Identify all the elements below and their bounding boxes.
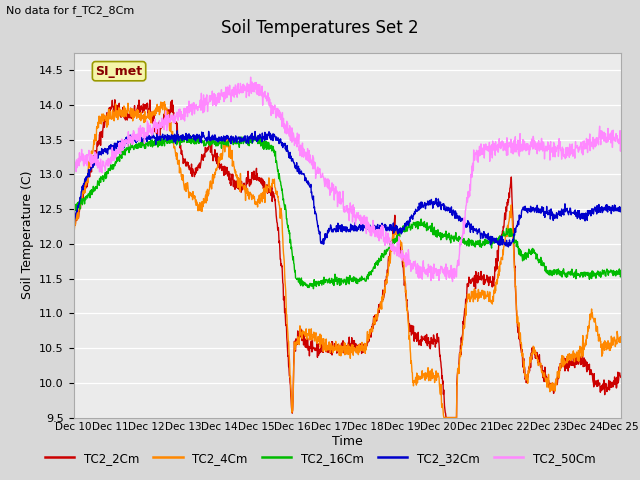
TC2_4Cm <box>323 346 331 352</box>
TC2_2Cm <box>323 346 331 352</box>
TC2_50Cm <box>134 137 142 143</box>
TC2_2Cm <box>442 415 450 420</box>
TC2_4Cm <box>617 336 625 341</box>
TC2_50Cm <box>314 165 321 171</box>
TC2_16Cm <box>302 281 310 287</box>
TC2_50Cm <box>302 156 310 162</box>
TC2_50Cm <box>247 74 255 80</box>
Line: TC2_16Cm: TC2_16Cm <box>74 135 621 288</box>
TC2_50Cm <box>112 147 120 153</box>
TC2_2Cm <box>70 226 77 231</box>
TC2_32Cm <box>504 244 512 250</box>
TC2_50Cm <box>381 236 389 241</box>
TC2_32Cm <box>617 209 625 215</box>
TC2_4Cm <box>381 279 389 285</box>
Text: Soil Temperatures Set 2: Soil Temperatures Set 2 <box>221 19 419 37</box>
TC2_32Cm <box>173 128 181 134</box>
TC2_16Cm <box>382 249 390 255</box>
TC2_2Cm <box>381 277 389 283</box>
TC2_32Cm <box>70 222 77 228</box>
X-axis label: Time: Time <box>332 435 363 448</box>
TC2_2Cm <box>111 97 118 103</box>
TC2_32Cm <box>381 225 389 231</box>
TC2_32Cm <box>134 134 142 140</box>
TC2_50Cm <box>617 138 625 144</box>
TC2_16Cm <box>186 132 194 138</box>
TC2_2Cm <box>314 354 321 360</box>
TC2_16Cm <box>324 280 332 286</box>
TC2_2Cm <box>302 339 310 345</box>
Line: TC2_2Cm: TC2_2Cm <box>74 100 621 418</box>
Y-axis label: Soil Temperature (C): Soil Temperature (C) <box>20 171 33 300</box>
TC2_16Cm <box>310 286 317 291</box>
TC2_4Cm <box>302 326 310 332</box>
TC2_16Cm <box>617 272 625 278</box>
TC2_2Cm <box>617 374 625 380</box>
TC2_32Cm <box>314 221 321 227</box>
TC2_4Cm <box>134 108 142 113</box>
TC2_50Cm <box>323 184 331 190</box>
Text: No data for f_TC2_8Cm: No data for f_TC2_8Cm <box>6 5 134 16</box>
TC2_16Cm <box>134 144 142 149</box>
TC2_50Cm <box>70 169 77 175</box>
Line: TC2_32Cm: TC2_32Cm <box>74 131 621 247</box>
TC2_50Cm <box>449 279 456 285</box>
Text: SI_met: SI_met <box>95 65 143 78</box>
Legend: TC2_2Cm, TC2_4Cm, TC2_16Cm, TC2_32Cm, TC2_50Cm: TC2_2Cm, TC2_4Cm, TC2_16Cm, TC2_32Cm, TC… <box>40 447 600 469</box>
TC2_2Cm <box>135 108 143 114</box>
TC2_32Cm <box>112 140 120 146</box>
TC2_4Cm <box>161 99 168 105</box>
TC2_4Cm <box>112 111 120 117</box>
TC2_32Cm <box>302 175 310 181</box>
TC2_16Cm <box>314 280 322 286</box>
TC2_32Cm <box>323 231 331 237</box>
Line: TC2_4Cm: TC2_4Cm <box>74 102 621 418</box>
TC2_4Cm <box>70 225 77 230</box>
TC2_4Cm <box>440 415 448 420</box>
TC2_4Cm <box>314 337 321 343</box>
TC2_16Cm <box>70 210 77 216</box>
TC2_16Cm <box>112 159 120 165</box>
TC2_2Cm <box>113 110 120 116</box>
Line: TC2_50Cm: TC2_50Cm <box>74 77 621 282</box>
